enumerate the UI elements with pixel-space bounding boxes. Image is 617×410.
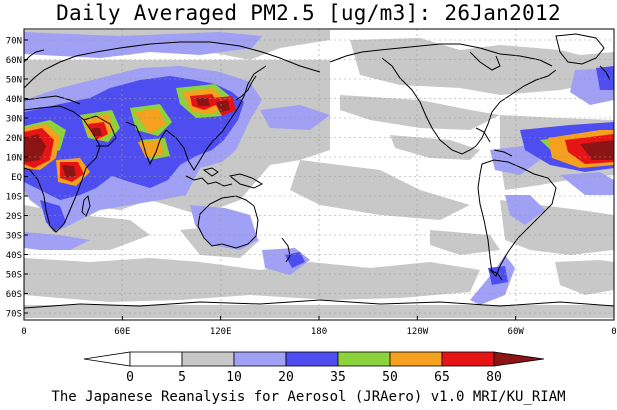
colorbar-tick-label: 50 [382, 370, 398, 385]
lat-tick-label: 10N [6, 154, 22, 164]
lon-tick-label: 0 [611, 327, 616, 337]
colorbar-tick-label: 20 [278, 370, 294, 385]
colorbar-bin [285, 351, 339, 367]
colorbar-bin [441, 351, 495, 367]
colorbar-bin [181, 351, 235, 367]
lat-tick-label: 20N [6, 134, 22, 144]
credit-line: The Japanese Reanalysis for Aerosol (JRA… [51, 389, 566, 405]
lat-tick-label: 70N [6, 37, 22, 47]
colorbar-tick-label: 80 [486, 370, 502, 385]
lon-tick-label: 60E [114, 327, 130, 337]
lon-tick-label: 180 [311, 327, 327, 337]
lat-tick-label: EQ [11, 173, 22, 183]
lat-tick-label: 50S [6, 271, 22, 281]
lon-tick-label: 120W [406, 327, 428, 337]
lat-tick-label: 60S [6, 290, 22, 300]
colorbar-tick-label: 5 [178, 370, 186, 385]
lat-tick-label: 50N [6, 76, 22, 86]
map-title: Daily Averaged PM2.5 [ug/m3]: 26Jan2012 [56, 1, 561, 25]
lat-tick-label: 40N [6, 95, 22, 105]
coastlines [24, 33, 614, 309]
lat-tick-label: 30S [6, 232, 22, 242]
colorbar-bin [233, 351, 287, 367]
lat-tick-label: 20S [6, 212, 22, 222]
colorbar-bin [129, 351, 183, 367]
colorbar-tick-label: 35 [330, 370, 346, 385]
lat-tick-label: 30N [6, 115, 22, 125]
lat-tick-label: 40S [6, 251, 22, 261]
latitude-axis: 70N 60N 50N 40N 30N 20N 10N EQ 10S 20S 30S 40S 50S 60… [6, 37, 28, 320]
lat-tick-label: 60N [6, 56, 22, 66]
colorbar-tick-label: 10 [226, 370, 242, 385]
lat-tick-label: 70S [6, 310, 22, 320]
colorbar: 0 5 10 20 35 50 65 80 [83, 351, 545, 385]
colorbar-tick-label: 0 [126, 370, 134, 385]
map-plot-area [24, 29, 614, 320]
lat-tick-label: 10S [6, 193, 22, 203]
lon-tick-label: 0 [21, 327, 26, 337]
colorbar-bin [337, 351, 391, 367]
pm25-band-over-80 [24, 98, 614, 178]
colorbar-bin [493, 351, 545, 367]
grid-lines [24, 29, 614, 320]
colorbar-bin [389, 351, 443, 367]
colorbar-bin [83, 351, 131, 367]
lon-tick-label: 60W [508, 327, 525, 337]
lon-tick-label: 120E [210, 327, 232, 337]
colorbar-tick-label: 65 [434, 370, 450, 385]
longitude-axis: 0 60E 120E 180 120W 60W 0 [21, 316, 617, 337]
